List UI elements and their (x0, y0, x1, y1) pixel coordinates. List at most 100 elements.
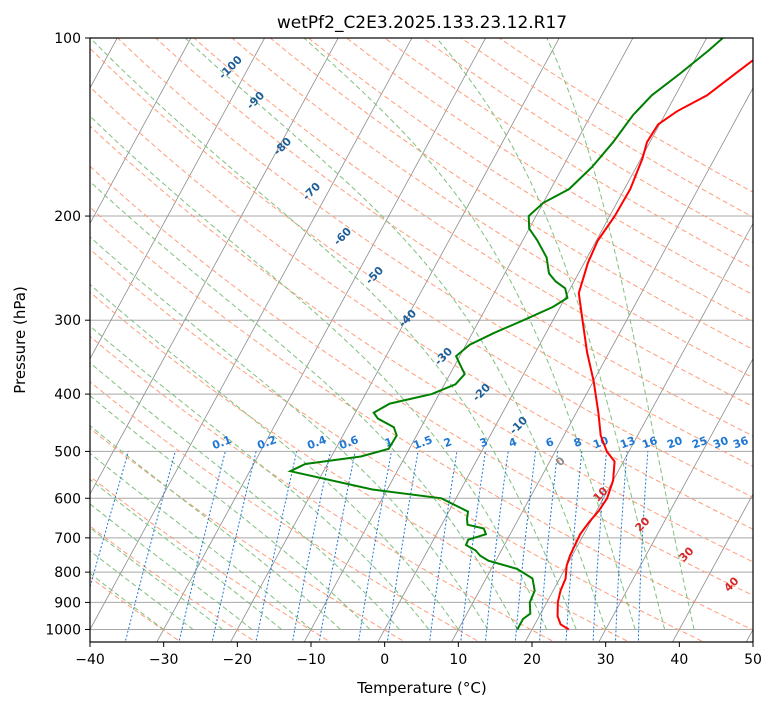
mixing-ratio-label: 16 (640, 434, 659, 452)
moist-adiabat-line (90, 395, 371, 630)
mixing-ratio-label: 13 (618, 434, 637, 451)
isotherm-line (230, 38, 560, 642)
mixing-ratio-label: 0.6 (337, 433, 360, 452)
plot-frame (89, 37, 754, 643)
mixing-ratio-line (514, 451, 536, 642)
x-tick-label: 30 (597, 652, 615, 668)
x-tick-label: 20 (523, 652, 541, 668)
moist-adiabat-line (90, 283, 459, 630)
mixing-ratio-line (178, 451, 226, 642)
moist-adiabat-line (303, 38, 636, 630)
y-tick-label: 100 (54, 31, 81, 47)
moist-adiabat-line (435, 38, 666, 630)
moist-adiabat-line (90, 236, 489, 630)
isotherm-line (672, 493, 753, 642)
isotherm-line (377, 38, 708, 642)
moist-adiabat-line (546, 38, 695, 630)
x-tick-label: −10 (296, 652, 326, 668)
mixing-ratio-label: 2 (442, 435, 454, 450)
mixing-ratio-line (255, 451, 298, 642)
mixing-ratio-label: 0.1 (210, 433, 233, 452)
moist-adiabat-line (90, 38, 577, 630)
dewpoint-profile-line (287, 38, 724, 630)
dry-adiabat-line (90, 291, 631, 642)
y-tick-label: 400 (54, 387, 81, 403)
dry-adiabat-line (90, 525, 257, 642)
plot-area: -100-90-80-70-60-50-40-30-20-100.1 0.2 0.4… (90, 38, 753, 642)
x-tick-label: 40 (670, 652, 688, 668)
y-tick-label: 700 (54, 531, 81, 547)
dry-adiabat-line (90, 86, 753, 530)
dry-adiabat-line (193, 38, 753, 408)
mixing-ratio-line (614, 451, 628, 642)
mixing-ratio-label: 25 (690, 434, 709, 451)
y-tick-label: 1000 (45, 622, 81, 638)
moist-adiabat-line (184, 38, 607, 630)
y-tick-label: 600 (54, 491, 81, 507)
dry-adiabat-line (90, 248, 705, 642)
isotherm-line (524, 222, 753, 642)
mixing-ratio-label: 6 (544, 435, 556, 450)
moist-adiabat-line (90, 180, 518, 630)
dry-adiabat-line (90, 576, 182, 642)
moist-adiabat-line (90, 115, 548, 630)
x-tick-label: 0 (380, 652, 389, 668)
mixing-ratio-line (124, 451, 176, 642)
mixing-ratio-line (565, 451, 583, 642)
moist-adiabat-line (90, 425, 341, 630)
dry-adiabat-line (346, 38, 753, 296)
x-tick-label: −20 (223, 652, 253, 668)
y-axis-label: Pressure (hPa) (11, 286, 29, 394)
dry-adiabat-line (90, 165, 753, 597)
mixing-ratio-label: 36 (731, 434, 750, 452)
moist-adiabat-line (90, 362, 400, 630)
x-tick-label: −40 (75, 652, 105, 668)
x-tick-label: −30 (149, 652, 179, 668)
mixing-ratio-line (592, 451, 608, 642)
y-tick-label: 800 (54, 565, 81, 581)
y-tick-label: 500 (54, 444, 81, 460)
isotherm-line (303, 38, 634, 642)
y-tick-label: 300 (54, 313, 81, 329)
mixing-ratio-label: 20 (665, 434, 684, 452)
isotherm-line (90, 38, 339, 495)
moist-adiabat-line (90, 478, 282, 630)
mixing-ratio-line (90, 451, 129, 590)
dry-adiabat-line (90, 47, 753, 498)
mixing-ratio-label: 30 (711, 434, 730, 452)
mixing-ratio-label: 3 (478, 435, 490, 450)
isotherm-line (156, 38, 487, 642)
isotherm-line (90, 38, 192, 225)
isotherm-line (90, 38, 266, 360)
isotherm-line (598, 357, 753, 642)
dry-adiabat-line (90, 475, 332, 642)
x-tick-label: 50 (744, 652, 762, 668)
mixing-ratio-line (318, 451, 356, 642)
temperature-profile-line (556, 58, 753, 631)
y-tick-label: 200 (54, 209, 81, 225)
x-tick-label: 10 (449, 652, 467, 668)
mixing-ratio-line (211, 451, 257, 642)
x-axis-label: Temperature (°C) (356, 679, 486, 697)
moist-adiabat-line (90, 325, 430, 630)
mixing-ratio-line (538, 451, 559, 642)
dry-adiabat-line (90, 427, 406, 642)
chart-title: wetPf2_C2E3.2025.133.23.12.R17 (277, 13, 567, 33)
dry-adiabat-line (155, 38, 753, 437)
dry-adiabat-line (90, 206, 753, 631)
moist-adiabat-line (90, 503, 253, 630)
mixing-ratio-line (637, 451, 649, 642)
y-tick-label: 900 (54, 595, 81, 611)
mixing-ratio-label: 8 (572, 435, 584, 450)
moist-adiabat-line (90, 452, 312, 630)
mixing-ratio-label: 0.2 (255, 433, 278, 452)
mixing-ratio-label: 1.5 (411, 433, 434, 452)
dry-adiabat-line (90, 125, 753, 563)
mixing-ratio-label: 4 (507, 435, 519, 450)
mixing-ratio-line (291, 451, 331, 642)
mixing-ratio-label: 1 (383, 435, 395, 450)
mixing-ratio-label: 0.4 (305, 433, 328, 452)
dry-adiabat-line (90, 335, 556, 642)
